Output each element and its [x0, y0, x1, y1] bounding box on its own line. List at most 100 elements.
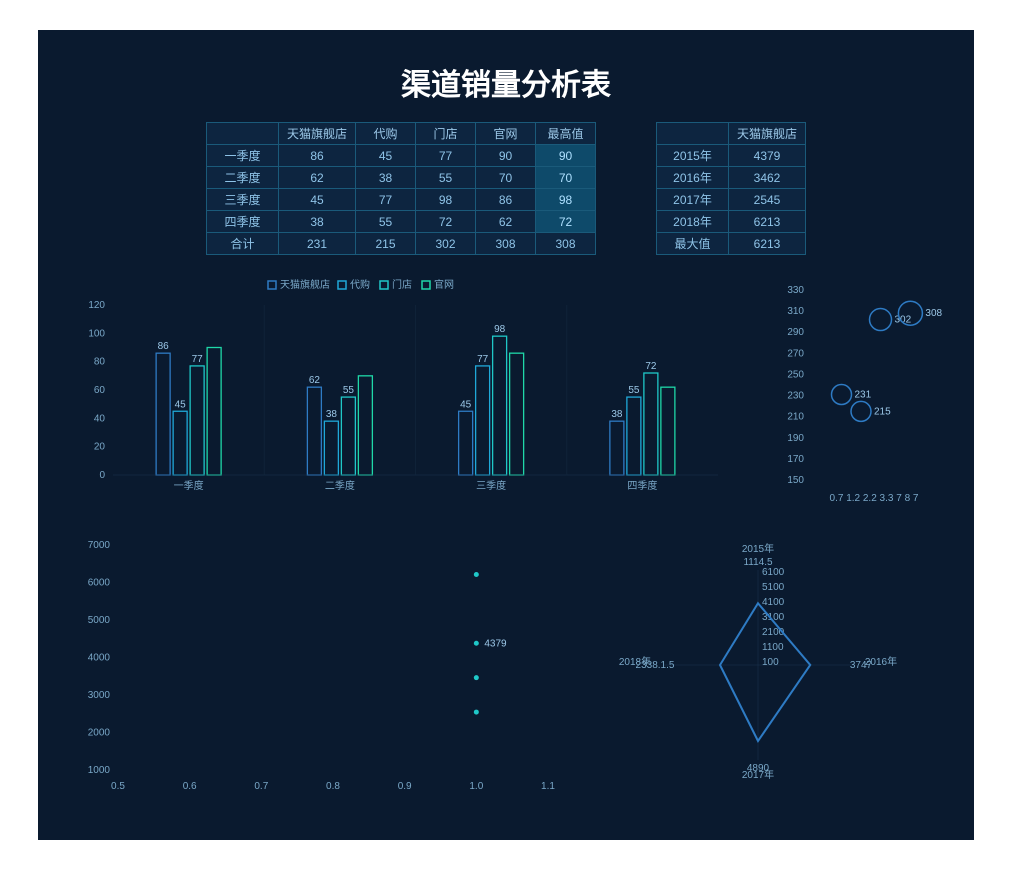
table-row: 一季度8645779090 — [206, 145, 595, 167]
table-cell: 45 — [356, 145, 416, 167]
svg-text:86: 86 — [158, 341, 170, 352]
svg-text:3747: 3747 — [850, 660, 873, 671]
table-cell: 98 — [416, 189, 476, 211]
dashboard: 渠道销量分析表 天猫旗舰店代购门店官网最高值 一季度8645779090二季度6… — [38, 30, 974, 840]
svg-text:120: 120 — [88, 300, 105, 311]
table-header: 官网 — [476, 123, 536, 145]
svg-text:302: 302 — [895, 315, 912, 326]
table-cell: 231 — [278, 233, 355, 255]
svg-text:20: 20 — [94, 442, 106, 453]
svg-text:77: 77 — [192, 354, 204, 365]
table-cell: 55 — [416, 167, 476, 189]
svg-text:230: 230 — [787, 391, 804, 402]
svg-text:4000: 4000 — [88, 653, 111, 664]
row-label: 合计 — [206, 233, 278, 255]
table-row: 2015年4379 — [657, 145, 806, 167]
row-label: 2017年 — [657, 189, 729, 211]
row-label: 最大值 — [657, 233, 729, 255]
svg-text:5100: 5100 — [762, 582, 785, 593]
table-header — [206, 123, 278, 145]
row-label: 2015年 — [657, 145, 729, 167]
svg-text:2338.1.5: 2338.1.5 — [636, 660, 675, 671]
main-table: 天猫旗舰店代购门店官网最高值 一季度8645779090二季度623855707… — [206, 122, 596, 255]
svg-text:170: 170 — [787, 454, 804, 465]
table-cell: 72 — [416, 211, 476, 233]
svg-text:0.7 1.2 2.2 3.3 7 8 7: 0.7 1.2 2.2 3.3 7 8 7 — [830, 493, 919, 504]
row-label: 一季度 — [206, 145, 278, 167]
table-header: 天猫旗舰店 — [729, 123, 806, 145]
table-cell: 98 — [536, 189, 596, 211]
svg-text:天猫旗舰店: 天猫旗舰店 — [280, 278, 330, 291]
table-cell: 308 — [476, 233, 536, 255]
svg-text:55: 55 — [343, 385, 355, 396]
svg-text:4100: 4100 — [762, 597, 785, 608]
row-label: 四季度 — [206, 211, 278, 233]
svg-text:5000: 5000 — [88, 615, 111, 626]
table-header: 天猫旗舰店 — [278, 123, 355, 145]
svg-text:72: 72 — [645, 361, 657, 372]
table-header: 最高值 — [536, 123, 596, 145]
side-table: 天猫旗舰店 2015年43792016年34622017年25452018年62… — [656, 122, 806, 255]
table-cell: 77 — [416, 145, 476, 167]
svg-text:100: 100 — [762, 657, 779, 668]
table-cell: 3462 — [729, 167, 806, 189]
charts-row: 天猫旗舰店代购门店官网020406080100120864577一季度62385… — [68, 275, 944, 510]
svg-text:三季度: 三季度 — [476, 479, 506, 492]
svg-text:0.8: 0.8 — [326, 781, 340, 792]
svg-text:1.0: 1.0 — [469, 781, 483, 792]
svg-text:250: 250 — [787, 369, 804, 380]
table-cell: 86 — [278, 145, 355, 167]
svg-text:2000: 2000 — [88, 728, 111, 739]
radar-chart: 2015年1114.52016年37472017年48902018年2338.1… — [588, 535, 944, 800]
row-label: 2016年 — [657, 167, 729, 189]
table-cell: 90 — [536, 145, 596, 167]
svg-text:190: 190 — [787, 433, 804, 444]
svg-text:60: 60 — [94, 385, 106, 396]
row-label: 2018年 — [657, 211, 729, 233]
svg-text:0.5: 0.5 — [111, 781, 125, 792]
svg-text:38: 38 — [326, 409, 338, 420]
svg-text:45: 45 — [460, 399, 472, 410]
svg-text:2100: 2100 — [762, 627, 785, 638]
svg-text:二季度: 二季度 — [325, 479, 355, 492]
svg-text:0.9: 0.9 — [398, 781, 412, 792]
svg-text:6100: 6100 — [762, 567, 785, 578]
table-cell: 308 — [536, 233, 596, 255]
svg-text:4890: 4890 — [747, 763, 770, 774]
svg-text:2015年: 2015年 — [742, 542, 774, 555]
svg-text:100: 100 — [88, 328, 105, 339]
svg-text:1.1: 1.1 — [541, 781, 555, 792]
svg-text:1000: 1000 — [88, 765, 111, 776]
svg-text:一季度: 一季度 — [174, 479, 204, 492]
table-row: 合计231215302308308 — [206, 233, 595, 255]
table-cell: 62 — [476, 211, 536, 233]
svg-text:270: 270 — [787, 348, 804, 359]
row-label: 二季度 — [206, 167, 278, 189]
table-header — [657, 123, 729, 145]
svg-text:231: 231 — [855, 390, 872, 401]
table-cell: 70 — [536, 167, 596, 189]
table-row: 2016年3462 — [657, 167, 806, 189]
svg-text:0.6: 0.6 — [183, 781, 197, 792]
table-cell: 2545 — [729, 189, 806, 211]
table-cell: 6213 — [729, 211, 806, 233]
lower-row: 10002000300040005000600070000.50.60.70.8… — [68, 535, 944, 800]
table-cell: 215 — [356, 233, 416, 255]
svg-text:7000: 7000 — [88, 540, 111, 551]
svg-text:77: 77 — [477, 354, 489, 365]
bar-chart: 天猫旗舰店代购门店官网020406080100120864577一季度62385… — [68, 275, 764, 510]
svg-text:代购: 代购 — [350, 278, 370, 291]
svg-text:1100: 1100 — [762, 642, 784, 653]
svg-text:0.7: 0.7 — [254, 781, 268, 792]
svg-text:290: 290 — [787, 327, 804, 338]
svg-text:330: 330 — [787, 285, 804, 296]
page-title: 渠道销量分析表 — [68, 60, 944, 104]
svg-text:40: 40 — [94, 413, 106, 424]
svg-text:官网: 官网 — [434, 278, 454, 291]
table-cell: 38 — [278, 211, 355, 233]
svg-text:门店: 门店 — [392, 278, 412, 291]
table-cell: 90 — [476, 145, 536, 167]
svg-text:308: 308 — [925, 308, 942, 319]
svg-text:4379: 4379 — [484, 638, 507, 649]
svg-text:98: 98 — [494, 324, 506, 335]
